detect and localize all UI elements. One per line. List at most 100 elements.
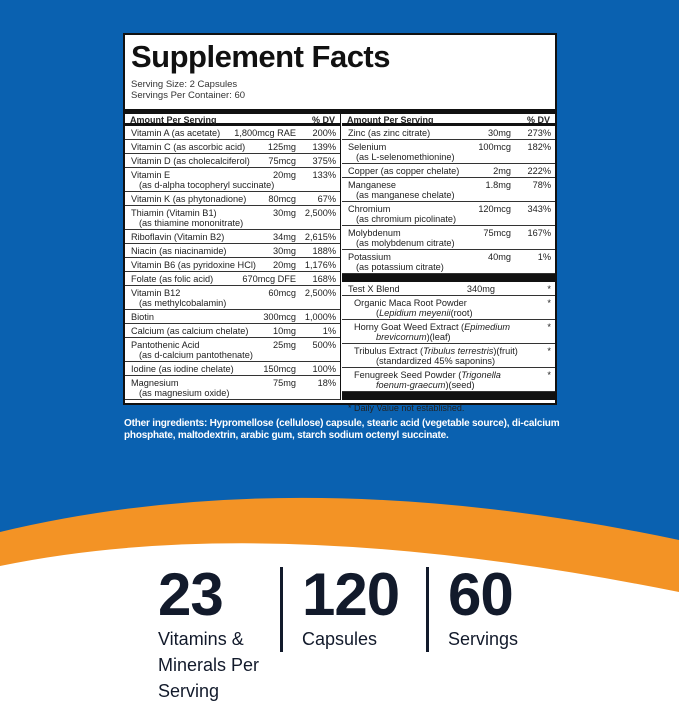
nutrient-name: Vitamin A (as acetate) <box>131 127 221 138</box>
ingredient-text: (root) <box>450 307 473 318</box>
stat-divider <box>280 567 283 652</box>
ingredient-text: )(seed) <box>445 379 475 390</box>
nutrient-dv: 273% <box>527 127 552 138</box>
nutrient-amount: 30mg <box>273 207 296 218</box>
nutrient-name: Chromium <box>348 203 391 214</box>
nutrient-dv: 167% <box>527 227 552 238</box>
nutrient-amount: 20mg <box>273 259 296 270</box>
ingredient-text: Fenugreek Seed Powder ( <box>354 369 462 380</box>
nutrient-amount: 34mg <box>273 231 296 242</box>
nutrient-row: Potassium (as potassium citrate) 40mg 1% <box>342 250 555 274</box>
stat-number: 120 <box>302 561 400 628</box>
nutrient-source: (as d-calcium pantothenate) <box>139 349 253 360</box>
nutrient-row: Vitamin B12 (as methylcobalamin) 60mcg 2,50… <box>125 286 340 310</box>
ingredient-line: (standardized 45% saponins) <box>354 356 551 366</box>
nutrient-dv: 2,500% <box>304 207 336 218</box>
divider-bar <box>342 392 555 400</box>
nutrient-source: (as chromium picolinate) <box>356 213 457 224</box>
blend-name: Test X Blend <box>348 283 400 294</box>
nutrient-source: (as potassium citrate) <box>356 261 444 272</box>
nutrient-dv: 500% <box>312 339 337 350</box>
servings-per-container: Servings Per Container: 60 <box>131 90 246 101</box>
nutrient-amount: 80mcg <box>268 193 296 204</box>
nutrient-dv: 18% <box>317 377 336 388</box>
ingredient-dv: * <box>547 345 551 356</box>
nutrient-dv: 222% <box>527 165 552 176</box>
nutrient-name: Vitamin B6 (as pyridoxine HCl) <box>131 259 256 270</box>
nutrient-amount: 75mcg <box>268 155 296 166</box>
nutrient-name: Vitamin B12 <box>131 287 181 298</box>
nutrient-row: Pantothenic Acid (as d-calcium pantothena… <box>125 338 340 362</box>
white-area <box>0 543 679 650</box>
stat-label: Vitamins & Minerals Per Serving <box>158 629 260 701</box>
ingredient-text: foenum-graecum <box>376 379 446 390</box>
header-dv: % DV <box>526 115 550 125</box>
nutrient-name: Folate (as folic acid) <box>131 273 214 284</box>
nutrient-amount: 1.8mg <box>485 179 511 190</box>
nutrient-dv: 1,000% <box>304 311 336 322</box>
nutrient-row: Copper (as copper chelate) 2mg 222% <box>342 164 555 178</box>
nutrient-amount: 60mcg <box>268 287 296 298</box>
nutrient-name: Molybdenum <box>348 227 401 238</box>
nutrient-dv: 1,176% <box>304 259 336 270</box>
blend-amount: 340mg <box>466 283 495 294</box>
nutrient-row: Vitamin E (as d-alpha tocopheryl succinat… <box>125 168 340 192</box>
nutrient-dv: 343% <box>527 203 552 214</box>
nutrient-amount: 75mcg <box>483 227 511 238</box>
nutrient-amount: 300mcg <box>263 311 296 322</box>
supplement-facts-panel: Supplement Facts Serving Size: 2 Capsule… <box>123 33 557 413</box>
nutrient-name: Selenium <box>348 141 387 152</box>
ingredient-line: Tribulus Extract (Tribulus terrestris)(f… <box>354 346 551 356</box>
nutrient-dv: 375% <box>312 155 337 166</box>
stat-label: Capsules <box>302 629 378 649</box>
nutrient-name: Magnesium <box>131 377 179 388</box>
ingredient-text: Trigonella <box>461 369 501 380</box>
nutrient-name: Vitamin C (as ascorbic acid) <box>131 141 246 152</box>
nutrient-dv: 2,615% <box>304 231 336 242</box>
stat-label: Servings <box>448 629 519 649</box>
nutrient-dv: 200% <box>312 127 337 138</box>
nutrient-dv: 182% <box>527 141 552 152</box>
divider-bar <box>342 274 555 282</box>
ingredient-dv: * <box>547 297 551 308</box>
ingredient-dv: * <box>547 369 551 380</box>
nutrient-row: Manganese (as manganese chelate) 1.8mg 78% <box>342 178 555 202</box>
ingredient-line: (Lepidium meyenii(root) <box>354 308 551 318</box>
nutrient-row: Thiamin (Vitamin B1) (as thiamine mononit… <box>125 206 340 230</box>
nutrient-name: Riboflavin (Vitamin B2) <box>131 231 225 242</box>
nutrient-row: Riboflavin (Vitamin B2) 34mg 2,615% <box>125 230 340 244</box>
header-dv: % DV <box>311 115 335 125</box>
nutrient-row: Zinc (as zinc citrate) 30mg 273% <box>342 126 555 140</box>
stat-divider <box>426 567 429 652</box>
nutrient-name: Vitamin K (as phytonadione) <box>131 193 247 204</box>
ingredient-line: brevicornum)(leaf) <box>354 332 551 342</box>
nutrient-dv: 1% <box>537 251 551 262</box>
nutrient-row: Vitamin D (as cholecalciferol) 75mcg 375% <box>125 154 340 168</box>
nutrient-amount: 670mcg DFE <box>242 273 296 284</box>
ingredient-text: )(leaf) <box>426 331 451 342</box>
stat-number: 23 <box>158 561 224 628</box>
nutrient-amount: 75mg <box>273 377 296 388</box>
nutrient-row: Calcium (as calcium chelate) 10mg 1% <box>125 324 340 338</box>
nutrient-name: Vitamin E <box>131 169 171 180</box>
nutrient-amount: 40mg <box>488 251 511 262</box>
divider-bar <box>125 109 555 114</box>
nutrient-source: (as molybdenum citrate) <box>356 237 455 248</box>
ingredient-line: Fenugreek Seed Powder (Trigonella <box>354 370 551 380</box>
nutrient-source: (as thiamine mononitrate) <box>139 217 244 228</box>
ingredient-text: Lepidium meyenii <box>379 307 451 318</box>
nutrient-amount: 25mg <box>273 339 296 350</box>
nutrient-amount: 2mg <box>493 165 511 176</box>
nutrient-dv: 133% <box>312 169 337 180</box>
nutrient-amount: 10mg <box>273 325 296 336</box>
nutrient-name: Pantothenic Acid <box>131 339 200 350</box>
nutrient-amount: 150mcg <box>263 363 296 374</box>
nutrient-row: Vitamin C (as ascorbic acid) 125mg 139% <box>125 140 340 154</box>
stat-number: 60 <box>448 561 514 628</box>
nutrient-amount: 100mcg <box>478 141 511 152</box>
ingredient-text: Tribulus Extract ( <box>354 345 424 356</box>
nutrient-row: Magnesium (as magnesium oxide) 75mg 18% <box>125 376 340 400</box>
nutrient-row: Folate (as folic acid) 670mcg DFE 168% <box>125 272 340 286</box>
stat-servings: 60 Servings <box>448 562 518 652</box>
ingredient-text: Epimedium <box>464 321 511 332</box>
